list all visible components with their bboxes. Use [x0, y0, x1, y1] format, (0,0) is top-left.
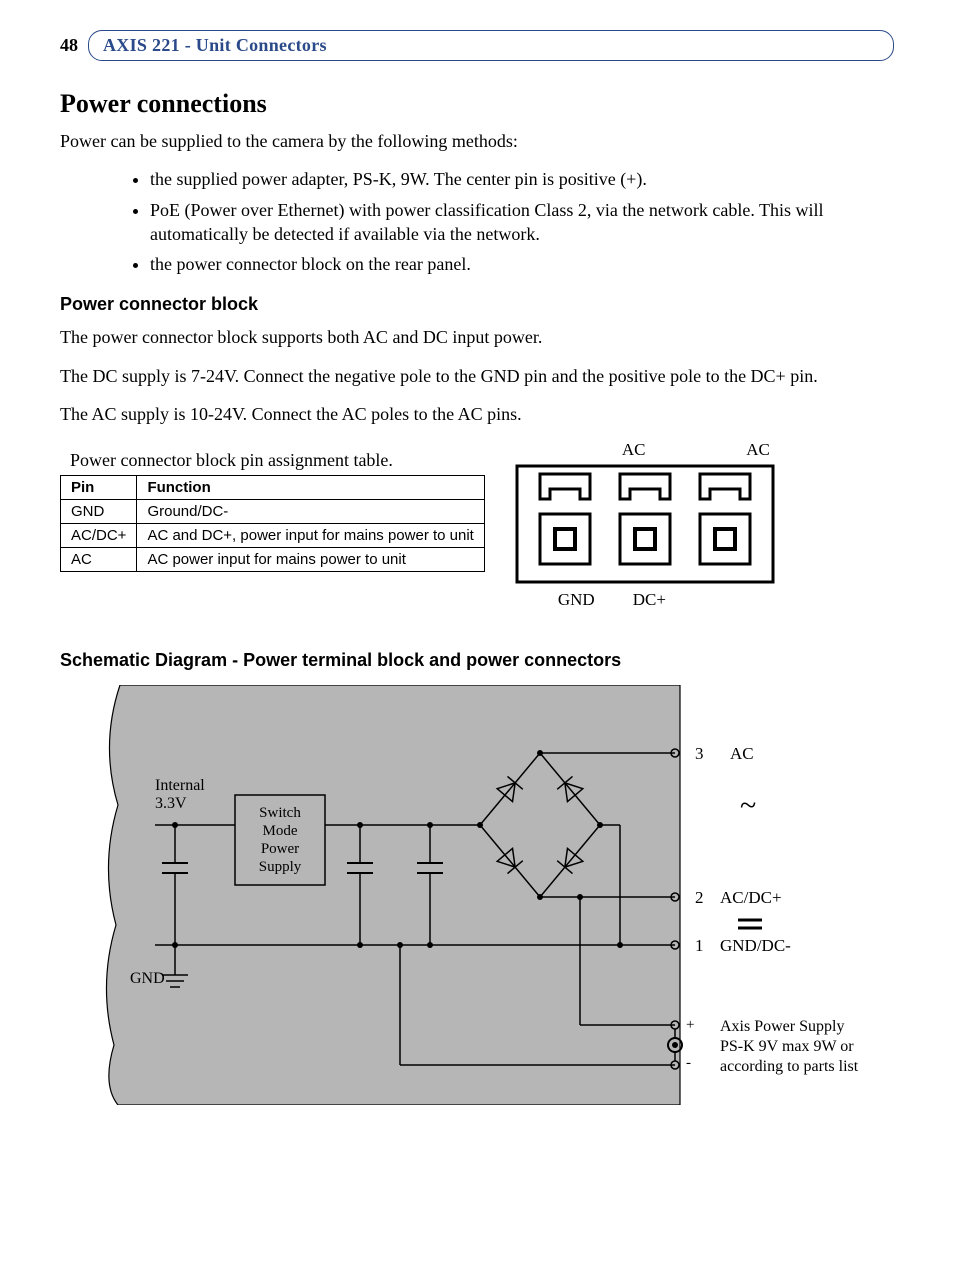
- table-row: GND Ground/DC-: [61, 500, 485, 524]
- header-title: AXIS 221 - Unit Connectors: [88, 30, 894, 61]
- section-intro: Power can be supplied to the camera by t…: [60, 129, 894, 153]
- table-row: AC AC power input for mains power to uni…: [61, 548, 485, 572]
- connector-block-heading: Power connector block: [60, 294, 894, 315]
- label-term3: AC: [730, 744, 754, 763]
- label-gnd: GND: [558, 590, 595, 610]
- method-item: the power connector block on the rear pa…: [150, 252, 894, 276]
- method-item: the supplied power adapter, PS-K, 9W. Th…: [150, 167, 894, 191]
- connector-p1: The power connector block supports both …: [60, 325, 894, 349]
- pin-table: Pin Function GND Ground/DC- AC/DC+ AC an…: [60, 475, 485, 572]
- cell-function: AC power input for mains power to unit: [137, 548, 484, 572]
- connector-p3: The AC supply is 10-24V. Connect the AC …: [60, 402, 894, 426]
- cell-pin: GND: [61, 500, 137, 524]
- terminal-block-icon: [515, 464, 775, 584]
- label-internal: Internal: [155, 777, 205, 794]
- connector-diagram: AC AC: [515, 440, 775, 610]
- table-row: AC/DC+ AC and DC+, power input for mains…: [61, 524, 485, 548]
- label-minus: -: [686, 1055, 691, 1071]
- col-pin: Pin: [61, 476, 137, 500]
- page-number: 48: [60, 35, 78, 56]
- cell-pin: AC: [61, 548, 137, 572]
- cell-function: AC and DC+, power input for mains power …: [137, 524, 484, 548]
- table-caption: Power connector block pin assignment tab…: [70, 450, 485, 471]
- method-item: PoE (Power over Ethernet) with power cla…: [150, 198, 894, 247]
- label-psk: Axis Power Supply: [720, 1018, 844, 1035]
- label-term1-num: 1: [695, 936, 704, 955]
- label-plus: +: [686, 1017, 694, 1033]
- svg-text:Power: Power: [261, 841, 299, 857]
- svg-text:3.3V: 3.3V: [155, 795, 187, 812]
- label-term2-num: 2: [695, 888, 704, 907]
- label-gnd: GND: [130, 970, 165, 987]
- cell-function: Ground/DC-: [137, 500, 484, 524]
- schematic-diagram: Internal 3.3V Switch Mode Power Supply: [100, 685, 894, 1110]
- section-title: Power connections: [60, 89, 894, 119]
- schematic-heading: Schematic Diagram - Power terminal block…: [60, 650, 894, 671]
- ac-symbol-icon: ~: [740, 789, 756, 822]
- label-ac: AC: [622, 440, 646, 460]
- connector-p2: The DC supply is 7-24V. Connect the nega…: [60, 364, 894, 388]
- label-term1: GND/DC-: [720, 936, 791, 955]
- label-dcplus: DC+: [633, 590, 666, 610]
- page-header: 48 AXIS 221 - Unit Connectors: [60, 30, 894, 61]
- table-header-row: Pin Function: [61, 476, 485, 500]
- label-smps: Switch: [259, 805, 301, 821]
- svg-text:according to parts list: according to parts list: [720, 1058, 859, 1075]
- label-term2: AC/DC+: [720, 888, 782, 907]
- cell-pin: AC/DC+: [61, 524, 137, 548]
- svg-text:Mode: Mode: [263, 823, 298, 839]
- svg-text:Supply: Supply: [259, 859, 302, 875]
- col-function: Function: [137, 476, 484, 500]
- label-term3-num: 3: [695, 744, 704, 763]
- methods-list: the supplied power adapter, PS-K, 9W. Th…: [60, 167, 894, 276]
- label-ac: AC: [746, 440, 770, 460]
- svg-text:PS-K 9V max 9W or: PS-K 9V max 9W or: [720, 1038, 854, 1055]
